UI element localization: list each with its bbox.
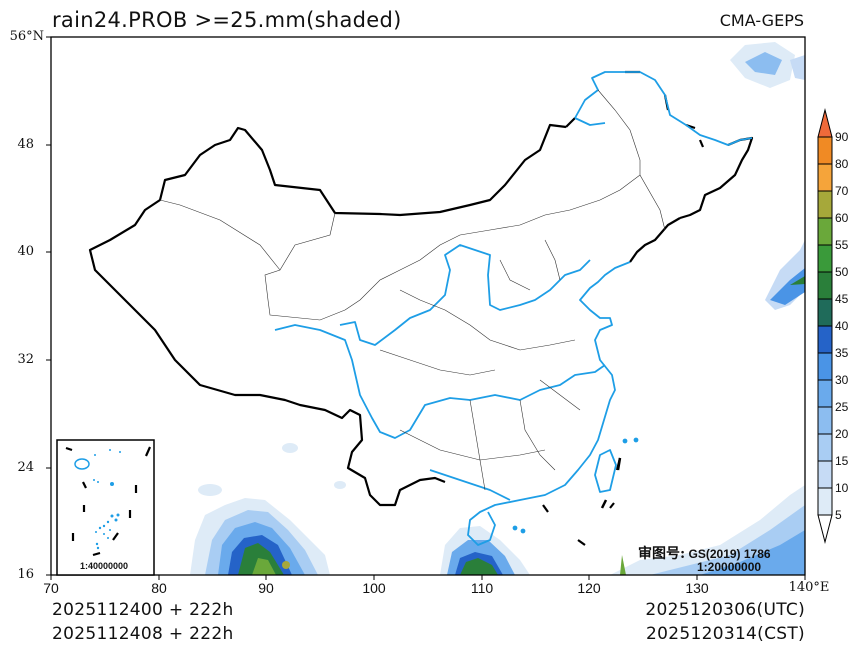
cbar-label-45: 45	[835, 292, 849, 306]
x-tick-140: 140°E	[788, 580, 830, 595]
province-borders	[159, 89, 666, 491]
x-tick-90: 90	[258, 580, 274, 596]
cbar-label-60: 60	[835, 211, 849, 225]
chart-title: rain24.PROB >=25.mm(shaded)	[52, 8, 402, 32]
cbar-label-70: 70	[835, 184, 849, 198]
model-label: CMA-GEPS	[719, 11, 804, 30]
coastline-rivers	[274, 71, 753, 546]
valid-time-utc: 2025120306(UTC)	[645, 600, 805, 620]
x-tick-130: 130	[685, 580, 709, 596]
approval-code: GS(2019) 1786	[688, 547, 771, 561]
valid-time-cst: 2025120314(CST)	[646, 624, 805, 644]
x-tick-110: 110	[470, 580, 494, 596]
approval-label: 审图号:	[638, 546, 686, 562]
inset-scale: 1:40000000	[80, 561, 129, 571]
cbar-label-20: 20	[835, 427, 849, 441]
x-tick-70: 70	[43, 580, 59, 596]
cbar-label-80: 80	[835, 157, 849, 171]
dash-lines	[600, 457, 622, 509]
x-tick-80: 80	[151, 580, 167, 596]
cbar-label-10: 10	[835, 481, 849, 495]
precip-shading	[190, 42, 805, 575]
colorbar	[817, 108, 833, 544]
cbar-label-90: 90	[835, 130, 849, 144]
y-tick-48: 48	[17, 137, 34, 152]
approval-number: 审图号: GS(2019) 1786	[638, 543, 771, 563]
inset-map	[56, 439, 155, 576]
x-tick-120: 120	[577, 580, 601, 596]
y-tick-40: 40	[17, 244, 34, 259]
init-time-cst: 2025112408 + 222h	[52, 624, 234, 644]
cbar-label-55: 55	[835, 238, 849, 252]
cbar-label-30: 30	[835, 373, 849, 387]
cbar-label-40: 40	[835, 319, 849, 333]
init-time-utc: 2025112400 + 222h	[52, 600, 234, 620]
y-tick-24: 24	[17, 460, 34, 475]
cbar-label-15: 15	[835, 454, 849, 468]
cbar-label-25: 25	[835, 400, 849, 414]
y-tick-16: 16	[17, 567, 34, 582]
y-tick-56: 56°N	[9, 29, 44, 44]
y-tick-32: 32	[17, 352, 34, 367]
cbar-label-50: 50	[835, 265, 849, 279]
map-scale: 1:20000000	[697, 560, 762, 574]
cbar-label-5: 5	[835, 508, 842, 522]
country-border	[88, 70, 754, 546]
cbar-label-35: 35	[835, 346, 849, 360]
x-tick-100: 100	[362, 580, 386, 596]
axis-ticks	[46, 36, 806, 580]
plot-frame	[50, 36, 806, 576]
